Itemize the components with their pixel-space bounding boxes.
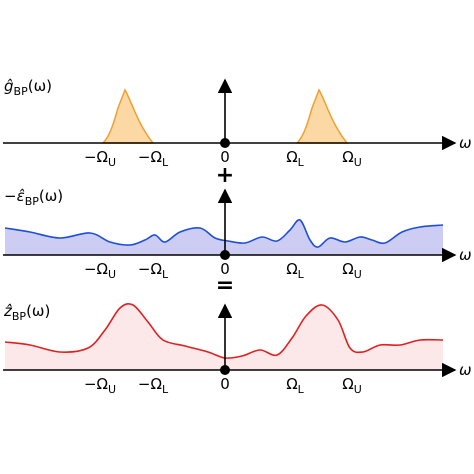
tick-sub: U <box>108 268 116 281</box>
tick-sub: U <box>108 156 116 169</box>
label-main: ẑ <box>3 302 13 320</box>
tick-main: −Ω <box>84 260 108 278</box>
tick-main: Ω <box>286 148 297 166</box>
axis-label: ω <box>459 246 472 264</box>
label-arg: (ω) <box>26 302 50 320</box>
spectrum-lobe <box>295 88 349 144</box>
tick-label: −ΩL <box>138 148 169 169</box>
label-sub: BP <box>12 310 27 323</box>
label-arg: (ω) <box>28 77 52 95</box>
origin-dot <box>220 250 230 260</box>
panel-label: −ε̂BP(ω) <box>4 187 63 208</box>
tick-main: 0 <box>220 260 230 278</box>
panel-label: ĝBP(ω) <box>4 77 52 98</box>
tick-sub: L <box>162 156 169 169</box>
tick-sub: L <box>162 268 169 281</box>
tick-label: 0 <box>220 260 230 278</box>
tick-main: Ω <box>286 260 297 278</box>
tick-sub: L <box>298 156 305 169</box>
tick-label: ΩU <box>342 375 362 396</box>
operator: = <box>216 273 234 298</box>
tick-label: ΩL <box>286 375 304 396</box>
tick-sub: U <box>354 383 362 396</box>
spectrum-curve <box>4 219 444 248</box>
origin-dot <box>220 365 230 375</box>
tick-main: −Ω <box>138 375 162 393</box>
tick-sub: U <box>354 268 362 281</box>
tick-sub: L <box>298 268 305 281</box>
tick-sub: U <box>108 383 116 396</box>
tick-label: ΩL <box>286 148 304 169</box>
tick-label: 0 <box>220 148 230 166</box>
tick-main: Ω <box>342 375 353 393</box>
tick-label: −ΩU <box>84 375 116 396</box>
tick-main: −Ω <box>84 375 108 393</box>
tick-label: ΩU <box>342 260 362 281</box>
axis-label: ω <box>459 134 472 152</box>
spectrum-area <box>5 219 443 255</box>
spectrum-curve <box>4 303 444 359</box>
tick-sub: L <box>298 383 305 396</box>
tick-label: −ΩU <box>84 260 116 281</box>
tick-label: 0 <box>220 375 230 393</box>
operator: + <box>216 163 234 188</box>
spectrum-lobe <box>101 88 155 144</box>
panel-label: ẑBP(ω) <box>3 302 50 323</box>
tick-label: ΩU <box>342 148 362 169</box>
origin-dot <box>220 138 230 148</box>
label-arg: (ω) <box>39 187 63 205</box>
tick-label: −ΩL <box>138 375 169 396</box>
tick-label: −ΩU <box>84 148 116 169</box>
tick-sub: L <box>162 383 169 396</box>
label-sub: BP <box>14 85 29 98</box>
tick-main: 0 <box>220 375 230 393</box>
tick-main: 0 <box>220 148 230 166</box>
tick-main: −Ω <box>138 148 162 166</box>
axis-label: ω <box>459 361 472 379</box>
tick-label: ΩL <box>286 260 304 281</box>
spectrum-area <box>5 303 443 370</box>
tick-main: Ω <box>342 148 353 166</box>
label-sub: BP <box>25 195 40 208</box>
tick-label: −ΩL <box>138 260 169 281</box>
label-main: −ε̂ <box>4 187 25 205</box>
tick-main: Ω <box>286 375 297 393</box>
label-main: ĝ <box>4 77 14 95</box>
tick-sub: U <box>354 156 362 169</box>
tick-main: −Ω <box>138 260 162 278</box>
tick-main: −Ω <box>84 148 108 166</box>
tick-main: Ω <box>342 260 353 278</box>
